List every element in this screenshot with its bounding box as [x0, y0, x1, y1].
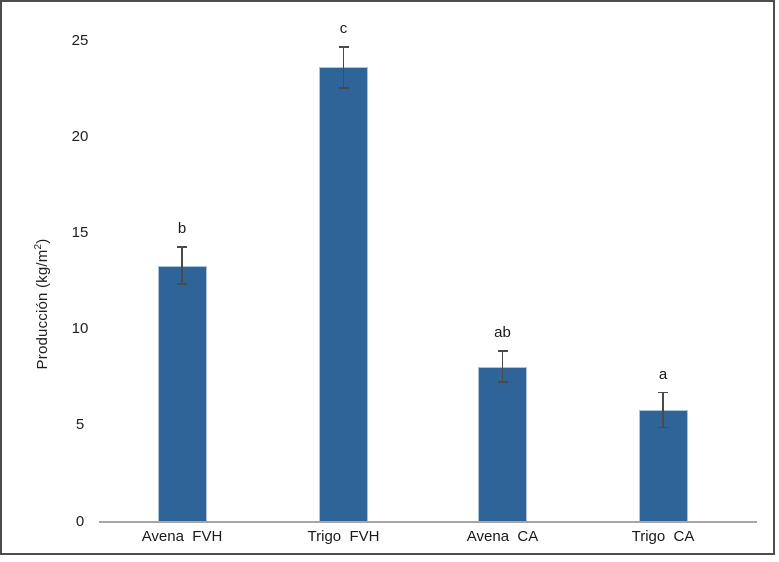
category-label: Trigo FVH	[307, 528, 380, 545]
error-bar-cap-top	[338, 46, 349, 48]
significance-letter: ab	[494, 324, 511, 342]
error-bar-cap-bottom	[658, 426, 668, 429]
error-bar-cap-top	[177, 246, 187, 248]
bar	[319, 67, 368, 522]
category-label: Avena CA	[466, 528, 539, 545]
y-tick-label: 20	[71, 127, 89, 145]
significance-letter: c	[339, 20, 348, 38]
bar	[157, 265, 207, 522]
category-label: Avena FVH	[141, 528, 223, 545]
y-tick-label: 10	[71, 320, 89, 338]
error-bar-line	[342, 46, 345, 89]
error-bar-cap-bottom	[338, 87, 349, 89]
bar	[638, 409, 688, 522]
significance-letter: a	[658, 365, 668, 383]
x-axis-line	[99, 520, 757, 523]
error-bar-line	[501, 350, 504, 383]
error-bar-line	[181, 246, 183, 285]
error-bar-cap-top	[658, 391, 668, 394]
y-axis-title-suffix: )	[34, 238, 51, 244]
error-bar-cap-bottom	[497, 381, 508, 383]
y-tick-label: 15	[71, 223, 89, 241]
y-tick-label: 5	[75, 416, 85, 434]
category-label: Trigo CA	[631, 528, 695, 545]
error-bar-line	[662, 391, 664, 429]
y-axis-title-superscript: 2	[33, 243, 44, 250]
error-bar-cap-top	[497, 350, 508, 352]
y-axis-title: Producción (kg/m2)	[33, 239, 51, 370]
y-tick-label: 0	[75, 512, 85, 530]
y-axis-title-text: Producción (kg/m	[34, 249, 51, 370]
bar	[478, 366, 527, 522]
y-tick-label: 25	[71, 31, 89, 49]
significance-letter: b	[177, 220, 187, 238]
error-bar-cap-bottom	[177, 283, 187, 285]
